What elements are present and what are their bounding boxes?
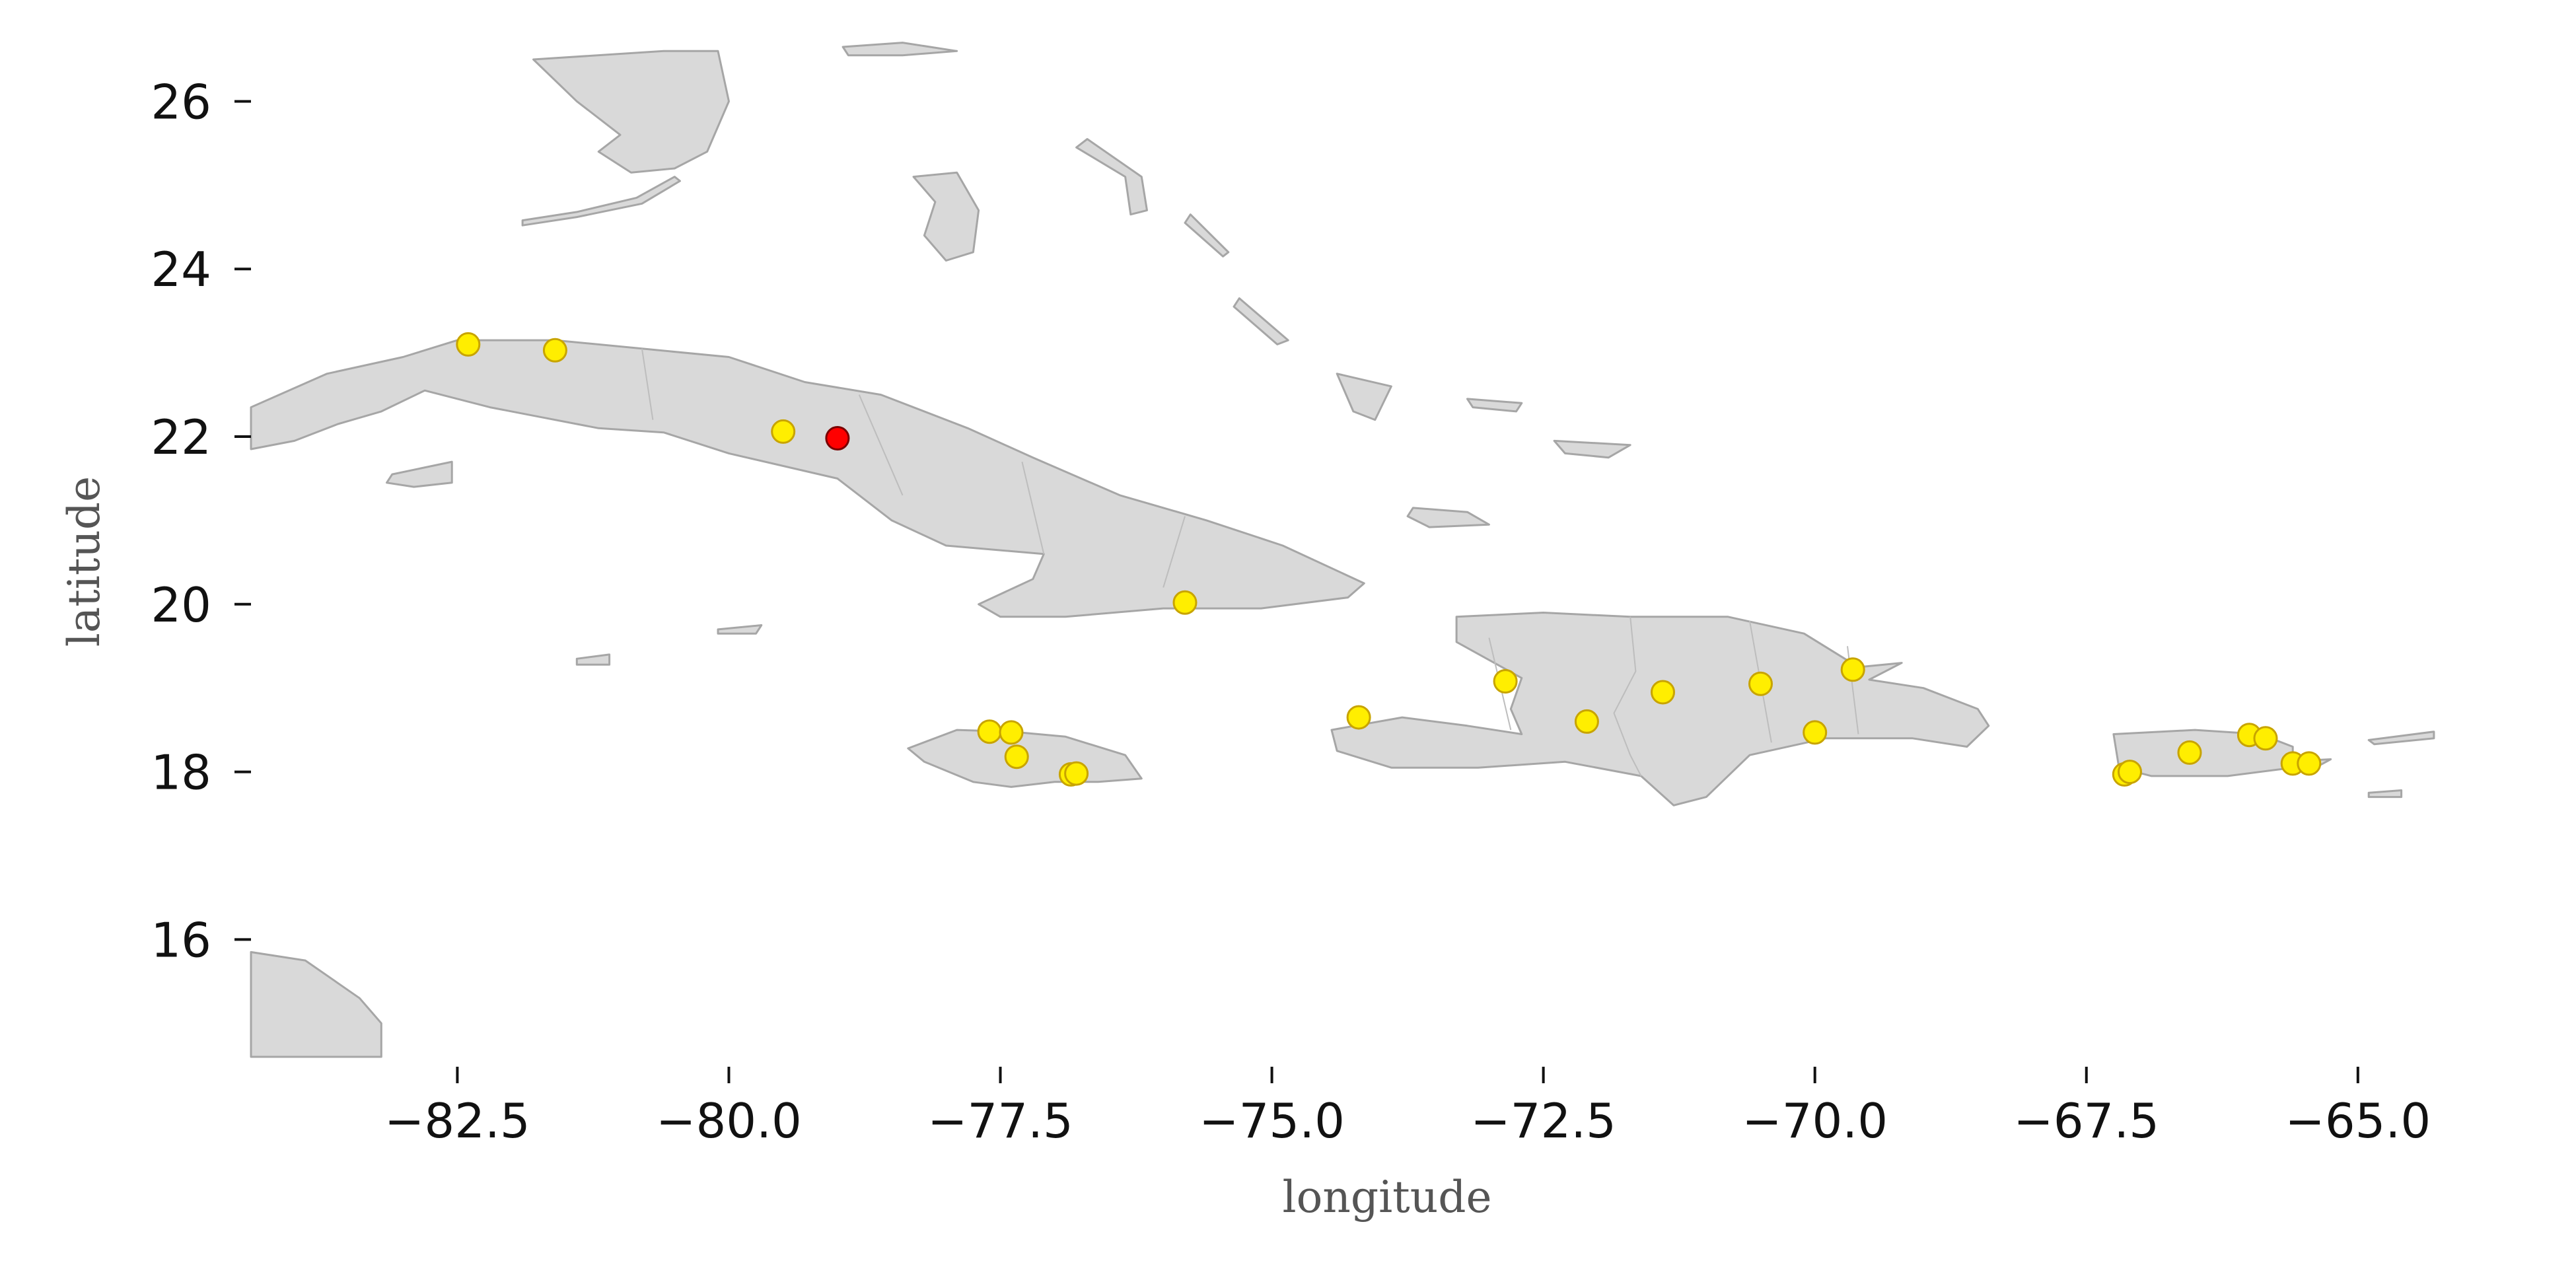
x-tick-label: −75.0 (1199, 1093, 1345, 1149)
x-axis-title: longitude (1282, 1172, 1491, 1223)
bvi-shape (2367, 731, 2435, 746)
location-point (2297, 751, 2322, 776)
location-point (1004, 744, 1029, 769)
long-island-shape (1233, 297, 1289, 345)
location-point (771, 419, 796, 444)
points-layer (456, 332, 2322, 787)
y-tick-label: 24 (151, 242, 211, 297)
nicaragua-shape (250, 950, 382, 1058)
turks-caicos-shape (1553, 439, 1631, 459)
x-tick-label: −70.0 (1742, 1093, 1888, 1149)
location-point (999, 720, 1024, 745)
y-tick-label: 20 (151, 577, 211, 633)
location-point (2253, 726, 2278, 751)
grand-cayman-shape (575, 653, 611, 666)
axes-layer: −82.5 −80.0 −77.5 −75.0 −72.5 −70.0 −67.5 −65.0… (151, 74, 2431, 1149)
y-tick-label: 26 (151, 74, 211, 129)
cayman-brac-shape (717, 624, 763, 635)
location-point (977, 719, 1002, 744)
cuba-province-line-1 (641, 348, 654, 420)
location-point (1748, 671, 1773, 696)
location-point (542, 338, 567, 363)
x-tick-label: −67.5 (2013, 1093, 2159, 1149)
cuba-province-line-2 (858, 394, 904, 496)
acklins-shape (1336, 373, 1392, 421)
y-tick-label: 16 (151, 912, 211, 968)
location-point (456, 332, 481, 357)
location-point (1064, 761, 1089, 786)
location-point (1651, 680, 1675, 705)
grand-bahama-shape (841, 42, 958, 57)
y-axis-title: latitude (59, 476, 110, 647)
highlight-point (825, 426, 850, 450)
location-point (1840, 657, 1865, 682)
x-tick-label: −65.0 (2285, 1093, 2431, 1149)
location-point (1803, 720, 1828, 745)
eleuthera-shape (1075, 138, 1148, 216)
location-point (2177, 740, 2202, 765)
cat-island-shape (1184, 213, 1230, 258)
y-tick-label: 18 (151, 745, 211, 801)
haiti-dr-border (1613, 616, 1642, 777)
hispaniola-shape (1330, 612, 1990, 806)
isla-juventud-shape (386, 460, 453, 488)
x-tick-label: −72.5 (1470, 1093, 1616, 1149)
mayaguana-shape (1466, 398, 1523, 413)
location-point (2118, 760, 2142, 785)
x-tick-label: −77.5 (927, 1093, 1073, 1149)
land-layer (250, 42, 2435, 1058)
location-point (1346, 705, 1371, 730)
cuba-province-line-3 (1021, 461, 1045, 554)
cuba-province-line-4 (1163, 516, 1186, 588)
x-tick-label: −80.0 (656, 1093, 802, 1149)
keys-shape (521, 176, 681, 227)
andros-shape (912, 171, 980, 262)
location-point (1172, 590, 1198, 615)
x-tick-label: −82.5 (384, 1093, 530, 1149)
location-point (1493, 669, 1518, 694)
st-croix-shape (2367, 789, 2403, 799)
y-tick-label: 22 (151, 410, 211, 465)
location-point (1574, 709, 1599, 734)
great-inagua-shape (1406, 507, 1490, 528)
florida-shape (532, 50, 730, 174)
